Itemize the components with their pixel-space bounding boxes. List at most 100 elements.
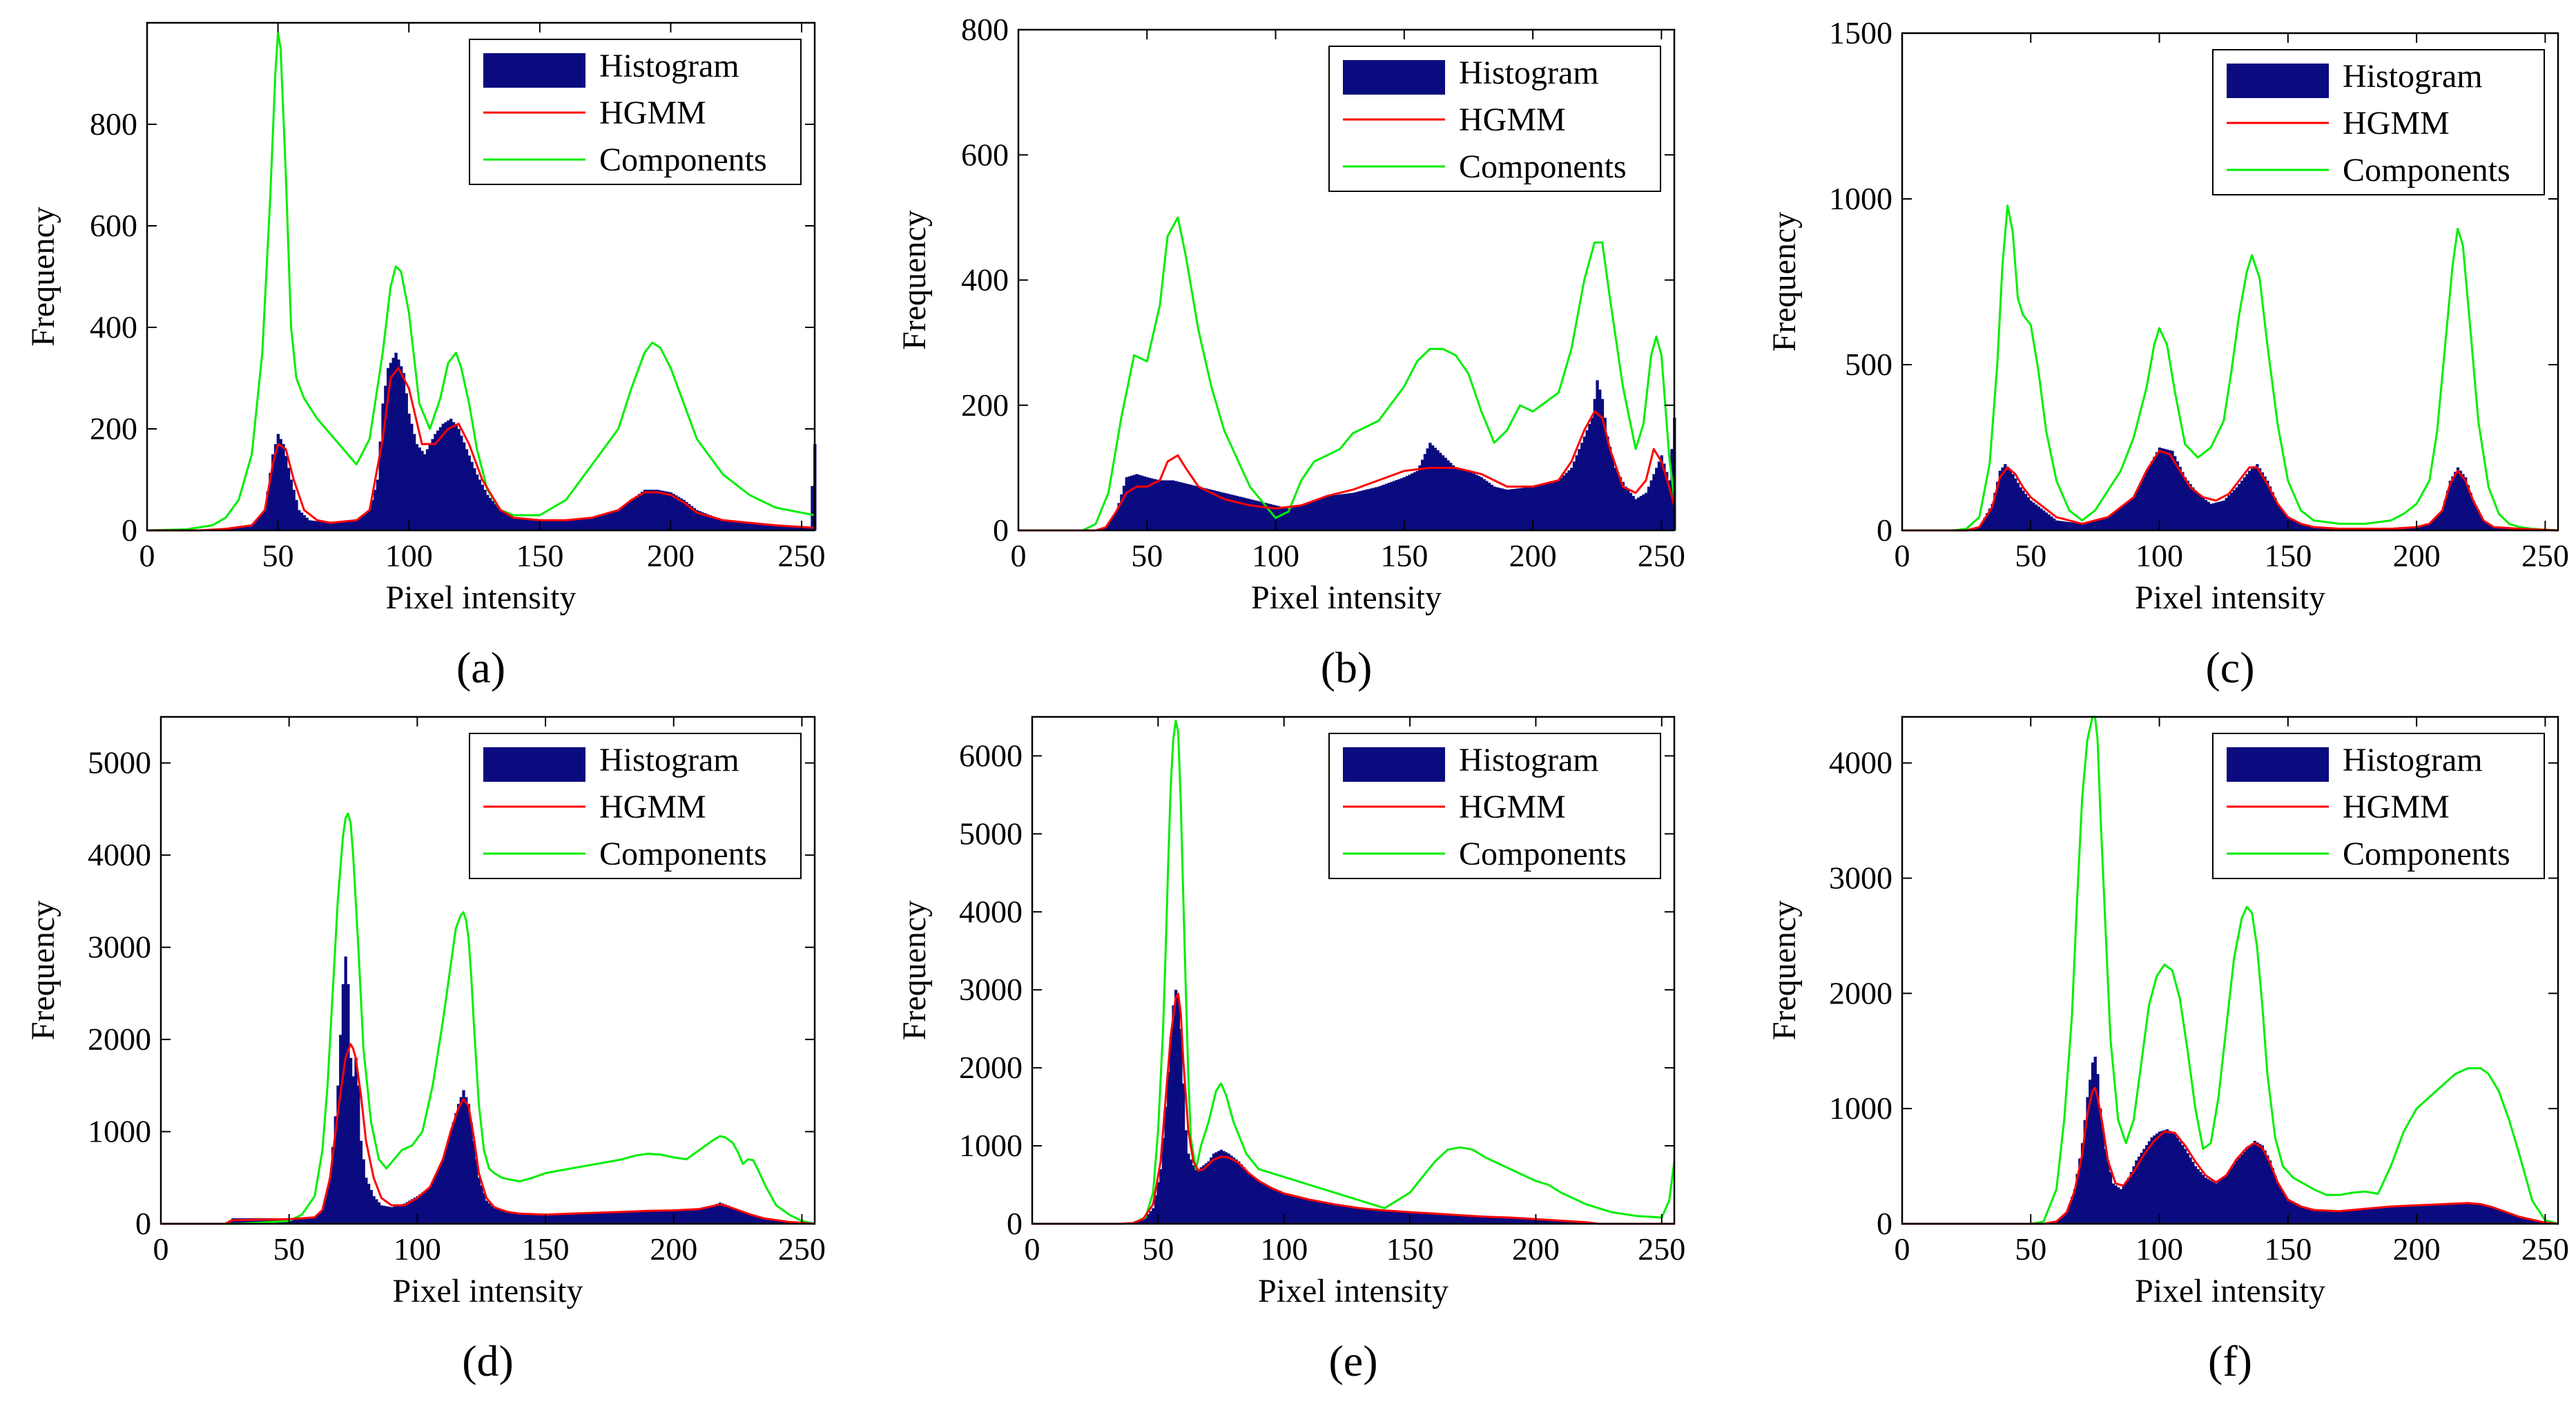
histogram-bar	[577, 519, 581, 530]
histogram-bar	[728, 1206, 732, 1224]
histogram-bar	[2266, 1155, 2269, 1224]
histogram-bar	[2341, 1211, 2344, 1224]
histogram-bar	[420, 1192, 425, 1224]
histogram-bar	[2243, 1151, 2246, 1224]
histogram-bar	[1243, 497, 1247, 530]
histogram-bar	[1426, 448, 1429, 530]
histogram-bar	[2083, 1120, 2086, 1224]
histogram-bar	[1220, 492, 1223, 530]
histogram-bar	[2456, 467, 2460, 530]
histogram-bar	[1204, 1163, 1208, 1224]
histogram-bar	[1161, 480, 1165, 530]
histogram-bar	[662, 1211, 666, 1224]
histogram-bar	[303, 1217, 307, 1224]
histogram-bar	[2284, 514, 2287, 530]
histogram-bar	[2176, 1137, 2180, 1224]
histogram-bar	[1441, 1213, 1444, 1224]
histogram-bar	[1665, 472, 1669, 530]
histogram-bar	[1652, 474, 1656, 530]
histogram-bar	[2222, 1177, 2226, 1224]
histogram-bar	[2204, 1178, 2208, 1224]
x-tick-label: 150	[522, 1231, 570, 1267]
histogram-bar	[512, 517, 516, 530]
histogram-bar	[744, 1212, 748, 1224]
histogram-bar	[1518, 488, 1522, 530]
histogram-bar	[321, 1209, 325, 1224]
histogram-bar	[1340, 1205, 1344, 1224]
histogram-bar	[2369, 1208, 2372, 1224]
histogram-bar	[596, 516, 599, 530]
x-tick-label: 100	[2136, 538, 2183, 573]
histogram-bar	[1406, 1211, 1409, 1224]
histogram-bar	[1469, 1216, 1473, 1224]
histogram-bar	[402, 373, 406, 530]
histogram-bar	[1120, 494, 1123, 530]
histogram-bar	[1467, 470, 1471, 530]
histogram-bar	[2353, 1209, 2357, 1224]
histogram-bar	[626, 1211, 630, 1224]
histogram-bar	[2073, 1189, 2077, 1224]
histogram-bar	[606, 513, 610, 530]
histogram-bar	[732, 521, 735, 530]
histogram-bar	[382, 1205, 386, 1224]
histogram-bar	[2474, 506, 2478, 530]
histogram-bar	[488, 497, 492, 530]
histogram-bar	[501, 1210, 504, 1224]
histogram-bar	[675, 1211, 678, 1224]
histogram-bar	[2487, 1206, 2490, 1224]
histogram-bar	[487, 1203, 491, 1224]
histogram-bar	[1130, 475, 1134, 530]
histogram-bar	[2209, 1180, 2213, 1224]
subfigure-label: (b)	[1321, 643, 1373, 692]
histogram-bar	[1618, 477, 1623, 530]
histogram-bar	[2330, 528, 2334, 530]
histogram-bar	[1285, 1194, 1288, 1224]
x-tick-label: 200	[650, 1231, 697, 1267]
histogram-bar	[664, 491, 668, 530]
histogram-bar	[1132, 474, 1136, 530]
histogram-bar	[1457, 468, 1460, 530]
histogram-bar	[1247, 1173, 1251, 1224]
histogram-bar	[2173, 456, 2177, 530]
histogram-bar	[1238, 497, 1241, 530]
histogram-bar	[2165, 449, 2169, 530]
histogram-bar	[311, 1216, 314, 1224]
x-tick-label: 250	[778, 538, 826, 573]
histogram-bar	[533, 519, 536, 530]
histogram-bar	[1393, 481, 1396, 530]
histogram-bar	[1154, 1195, 1158, 1224]
histogram-bar	[1328, 495, 1332, 530]
histogram-bar	[1524, 1218, 1528, 1224]
histogram-bar	[677, 497, 681, 530]
histogram-bar	[1268, 1186, 1271, 1224]
histogram-bar	[367, 1184, 371, 1224]
histogram-bar	[2484, 1205, 2488, 1224]
x-axis-label: Pixel intensity	[386, 579, 577, 616]
histogram-bar	[1502, 1217, 1505, 1224]
histogram-bar	[2165, 1129, 2169, 1224]
histogram-bars	[1121, 990, 1591, 1224]
histogram-bar	[742, 1211, 745, 1224]
histogram-bar	[1616, 472, 1620, 530]
histogram-bar	[1431, 445, 1435, 530]
histogram-bar	[1335, 1204, 1339, 1224]
histogram-bar	[305, 1217, 309, 1224]
histogram-bar	[260, 513, 264, 530]
x-tick-label: 100	[1252, 538, 1299, 573]
histogram-bar	[1297, 506, 1301, 530]
histogram-bar	[2171, 450, 2174, 530]
histogram-bar	[536, 519, 539, 530]
histogram-bar	[2443, 1204, 2447, 1224]
histogram-bar	[693, 508, 697, 530]
histogram-bar	[1531, 1218, 1536, 1224]
histogram-bar	[287, 468, 291, 530]
histogram-bar	[1358, 1208, 1362, 1224]
histogram-bar	[572, 519, 576, 530]
legend: Histogram HGMM Components	[2212, 733, 2545, 879]
histogram-bar	[2227, 1171, 2231, 1224]
histogram-bar	[1144, 1217, 1147, 1224]
histogram-bar	[1459, 469, 1463, 530]
histogram-bar	[1262, 1184, 1266, 1224]
histogram-bar	[452, 1122, 455, 1224]
histogram-bar	[235, 527, 238, 530]
